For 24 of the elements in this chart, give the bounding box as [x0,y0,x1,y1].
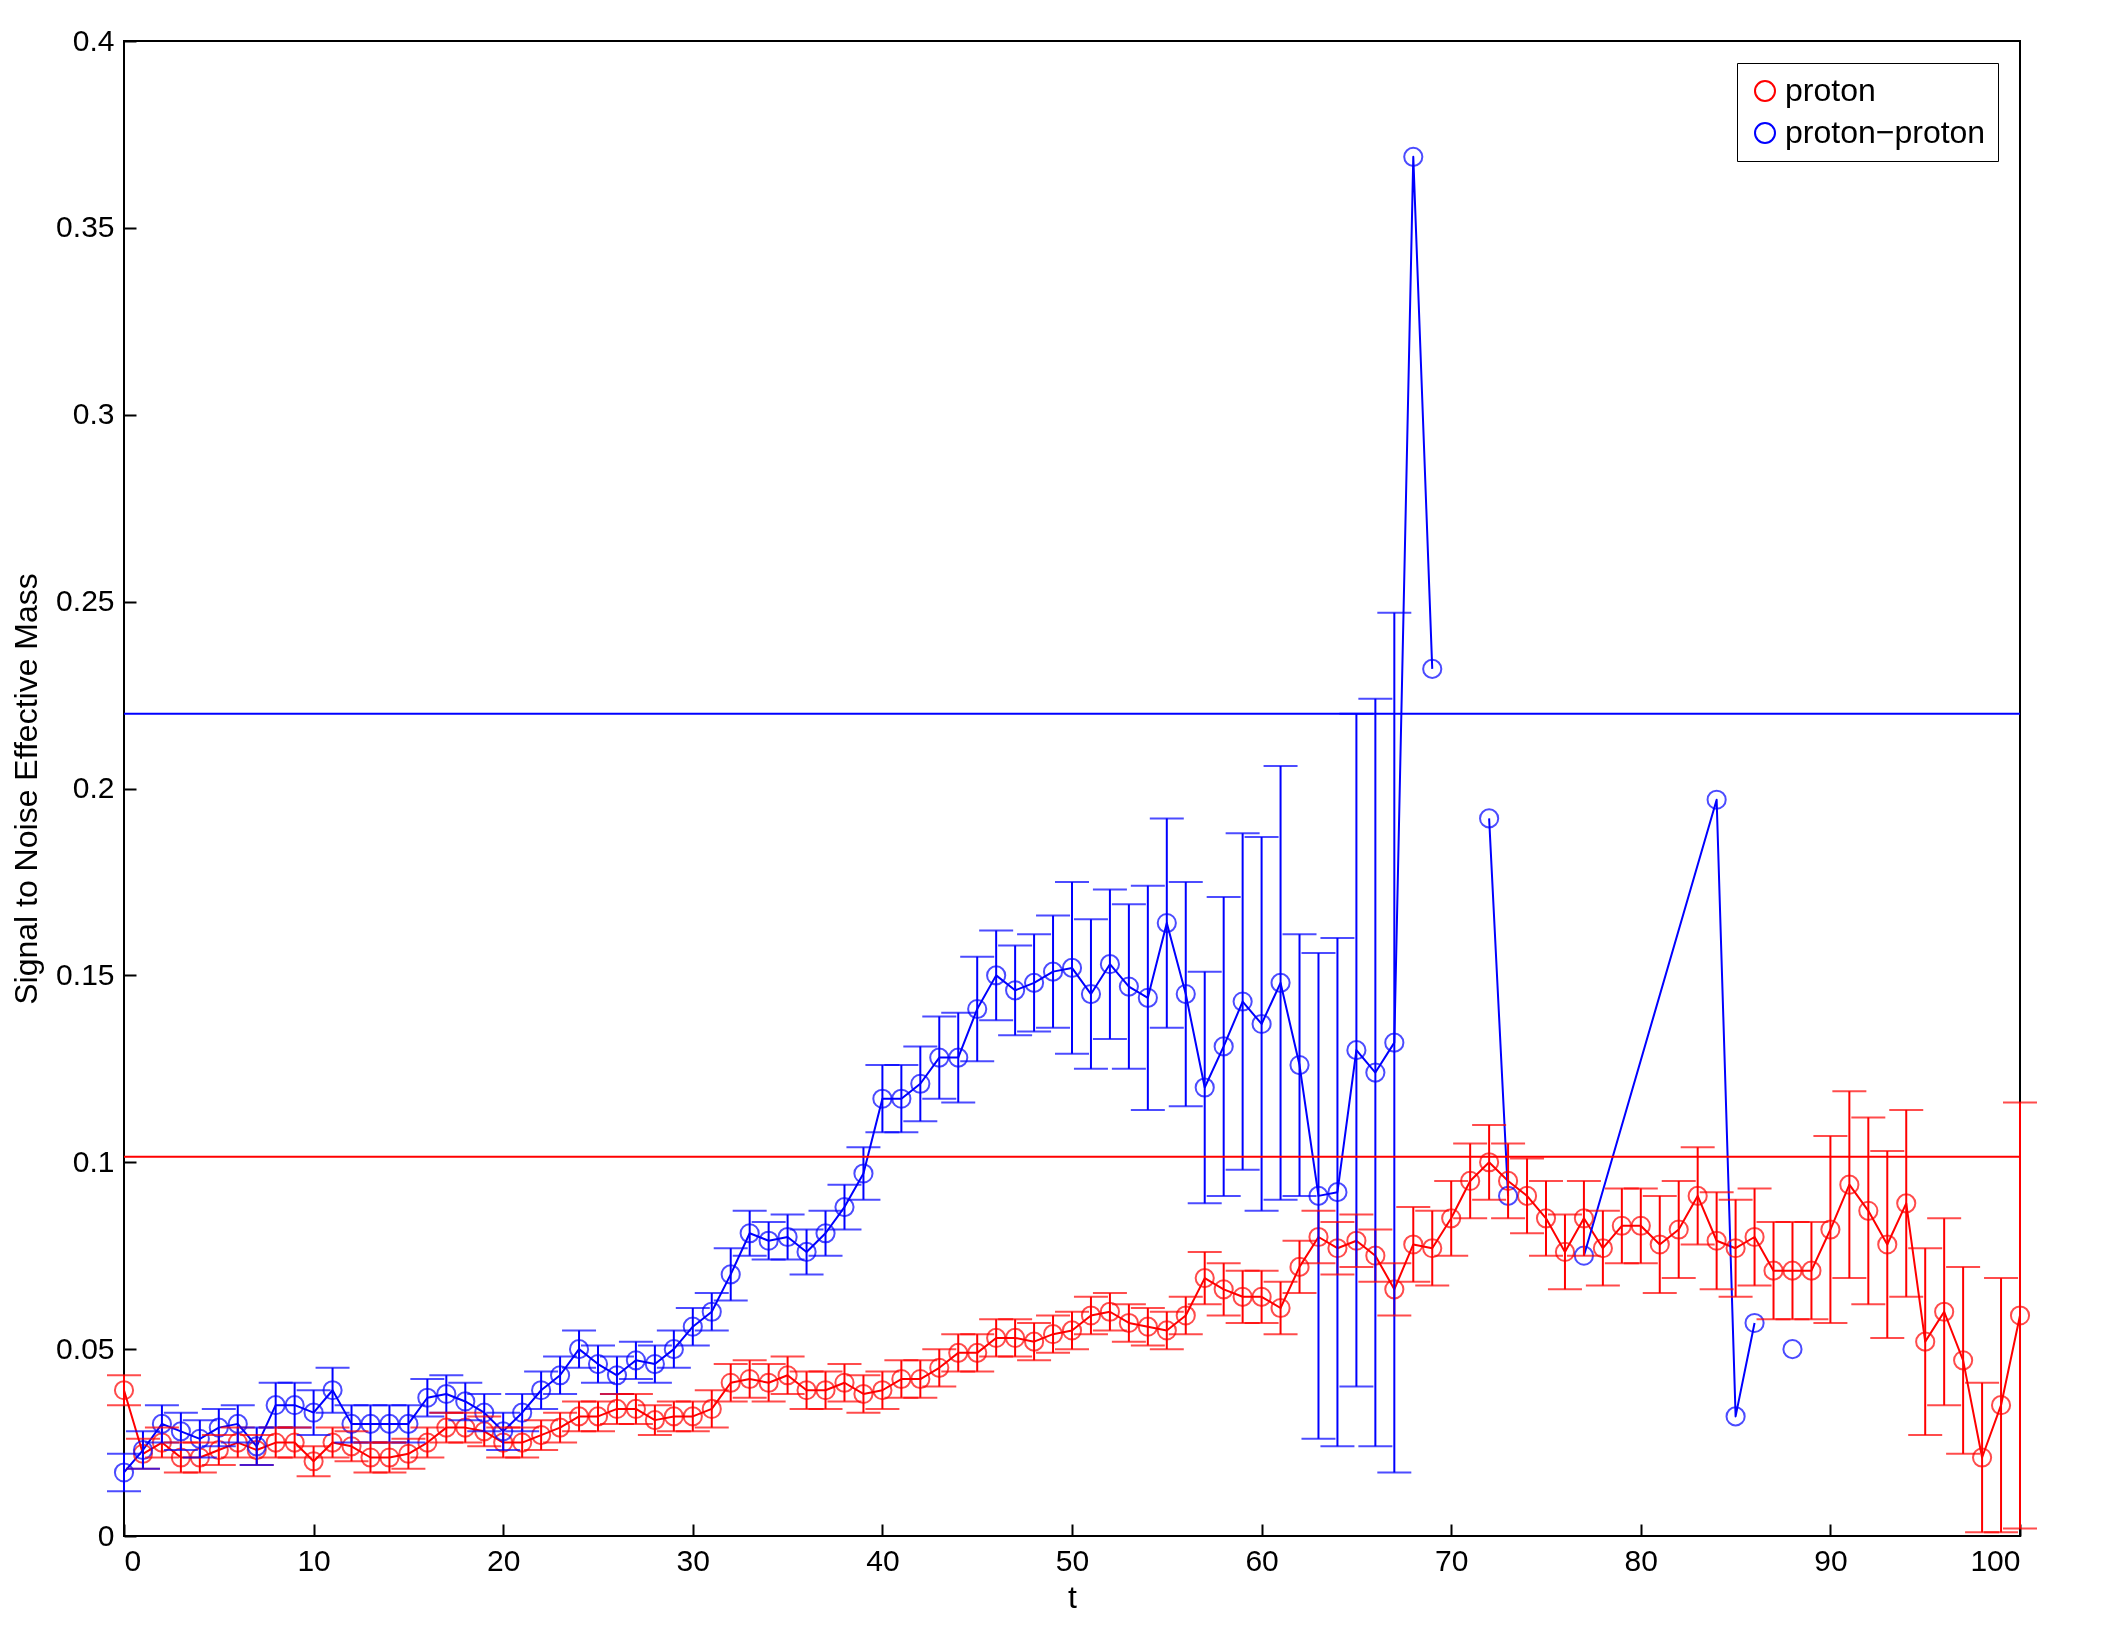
y-tick-label: 0.35 [56,210,115,244]
y-tick-label: 0.2 [72,771,115,804]
y-axis-title: Signal to Noise Effective Mass [8,573,45,1005]
y-tick-label: 0.15 [56,957,115,991]
x-tick-label: 40 [866,1543,900,1577]
y-tick-label: 0.4 [72,23,115,57]
x-tick-label: 10 [297,1543,331,1577]
legend-label: proton−proton [1785,114,1986,150]
x-axis-title: t [1068,1578,1078,1615]
y-tick-label: 0.05 [56,1331,115,1365]
x-tick-label: 80 [1624,1543,1658,1577]
x-tick-label: 60 [1245,1543,1279,1577]
x-tick-label: 90 [1814,1543,1848,1577]
x-tick-label: 30 [676,1543,710,1577]
y-tick-label: 0 [97,1518,115,1552]
x-tick-label: 100 [1970,1543,2021,1577]
x-tick-label: 70 [1435,1543,1469,1577]
x-tick-label: 50 [1055,1543,1090,1577]
y-tick-label: 0.25 [56,584,115,618]
x-tick-label: 0 [124,1543,142,1577]
y-tick-label: 0.3 [72,397,115,431]
y-tick-label: 0.1 [72,1144,115,1178]
legend-label: proton [1785,72,1876,108]
x-tick-label: 20 [487,1543,521,1577]
